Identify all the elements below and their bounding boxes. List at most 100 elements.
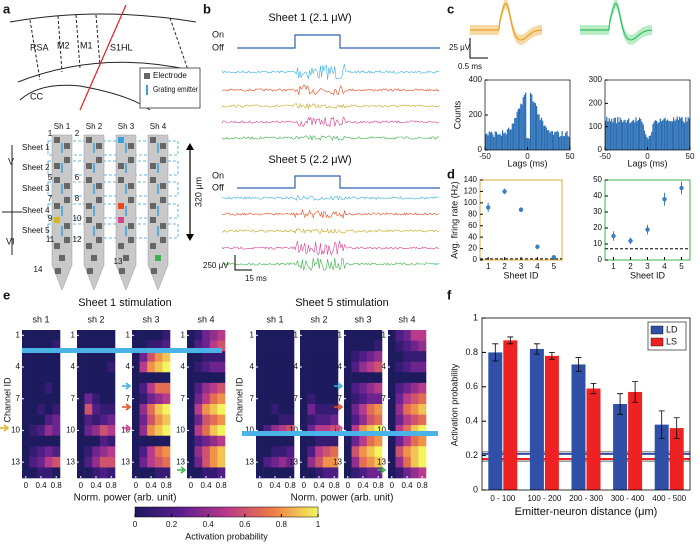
heat-cell [307, 340, 316, 352]
region-label: S1HL [110, 42, 133, 52]
x-axis-label: Norm. power (arb. unit) [74, 493, 177, 504]
y-tick-label: 4 [181, 362, 186, 371]
heat-cell [22, 404, 30, 415]
region-label: RSA [30, 42, 49, 52]
heat-cell [139, 456, 148, 468]
heat-cell [29, 404, 38, 415]
emitter-highlight [242, 431, 438, 436]
heat-cell [351, 351, 360, 363]
heat-cell [410, 456, 419, 468]
heat-cell [92, 435, 101, 447]
heat-cell [278, 361, 287, 373]
heat-cell [194, 467, 203, 479]
x-tick-label: 0.8 [161, 481, 173, 490]
hist-bar [545, 127, 547, 150]
heat-cell [147, 467, 156, 479]
heat-cell [263, 361, 272, 373]
heat-cell [194, 456, 203, 468]
hist-bar [549, 132, 551, 150]
heat-cell [52, 467, 61, 479]
heat-cell [374, 351, 383, 363]
heat-cell [307, 435, 316, 447]
hist-bar [670, 121, 672, 150]
heat-cell [99, 404, 108, 415]
electrode [128, 157, 134, 163]
heat-cell [37, 330, 46, 341]
heat-cell [154, 414, 163, 426]
heat-cell [410, 361, 419, 373]
heat-cell [147, 393, 156, 405]
heat-cell [330, 404, 339, 415]
x-tick-label: 400 - 500 [652, 494, 686, 503]
electrode [128, 223, 134, 229]
heat-cell [202, 467, 211, 479]
heat-cell [278, 446, 287, 458]
heat-cell [403, 467, 412, 479]
y-axis-label: Counts [452, 100, 462, 129]
heat-cell [374, 340, 383, 352]
heat-cell [217, 393, 226, 405]
heat-cell [217, 446, 226, 458]
hist-bar [505, 134, 507, 150]
heat-cell [209, 414, 218, 426]
electrode [150, 203, 156, 209]
heat-cell [132, 425, 140, 437]
heat-cell [271, 435, 280, 447]
electrode [118, 203, 124, 209]
heat-cell [132, 330, 140, 341]
sheet-label: Sheet 4 [22, 206, 50, 215]
panel-label: e [3, 287, 10, 302]
heat-cell [202, 393, 211, 405]
heat-cell [44, 425, 53, 437]
heat-cell [330, 382, 339, 394]
heat-cell [209, 425, 218, 437]
heat-cell [52, 351, 61, 363]
electrode-number: 6 [75, 173, 80, 182]
hist-bar [632, 119, 635, 150]
heat-cell [271, 404, 280, 415]
heat-cell [278, 425, 287, 437]
heat-cell [37, 435, 46, 447]
y-tick-label: 10 [593, 239, 602, 248]
hist-bar [683, 122, 686, 150]
heat-cell [388, 425, 396, 437]
y-tick-label: 100 [589, 122, 603, 131]
heat-cell [271, 446, 280, 458]
hist-bar [544, 125, 546, 150]
hist-bar [536, 106, 538, 150]
heat-cell [52, 425, 61, 437]
y-tick-label: 4 [382, 362, 387, 371]
heat-cell [410, 404, 419, 415]
heat-cell [374, 456, 383, 468]
electrode [160, 197, 166, 203]
heat-cell [217, 361, 226, 373]
heat-cell [359, 404, 368, 415]
electrode [96, 143, 102, 149]
bar [544, 355, 559, 490]
heat-cell [154, 382, 163, 394]
heat-cell [315, 414, 324, 426]
heat-cell [84, 435, 93, 447]
y-tick-label: 200 [469, 110, 483, 119]
heat-cell [322, 382, 331, 394]
heat-cell [300, 393, 308, 405]
y-axis-label: Channel ID [2, 377, 12, 423]
heat-cell [307, 414, 316, 426]
heat-cell [92, 351, 101, 363]
hist-bar [607, 121, 609, 150]
heat-cell [395, 435, 404, 447]
heat-cell [37, 414, 46, 426]
heat-cell [84, 351, 93, 363]
heat-cell [344, 351, 352, 363]
sheet-box [47, 181, 179, 197]
heat-cell [107, 393, 116, 405]
heat-cell [132, 467, 140, 479]
electrode-number: 10 [73, 214, 82, 223]
heat-cell [139, 393, 148, 405]
bar [613, 404, 628, 490]
heat-cell [286, 446, 295, 458]
heat-cell [92, 446, 101, 458]
heat-cell [132, 372, 140, 384]
bar [654, 424, 669, 490]
heat-cell [403, 340, 412, 352]
